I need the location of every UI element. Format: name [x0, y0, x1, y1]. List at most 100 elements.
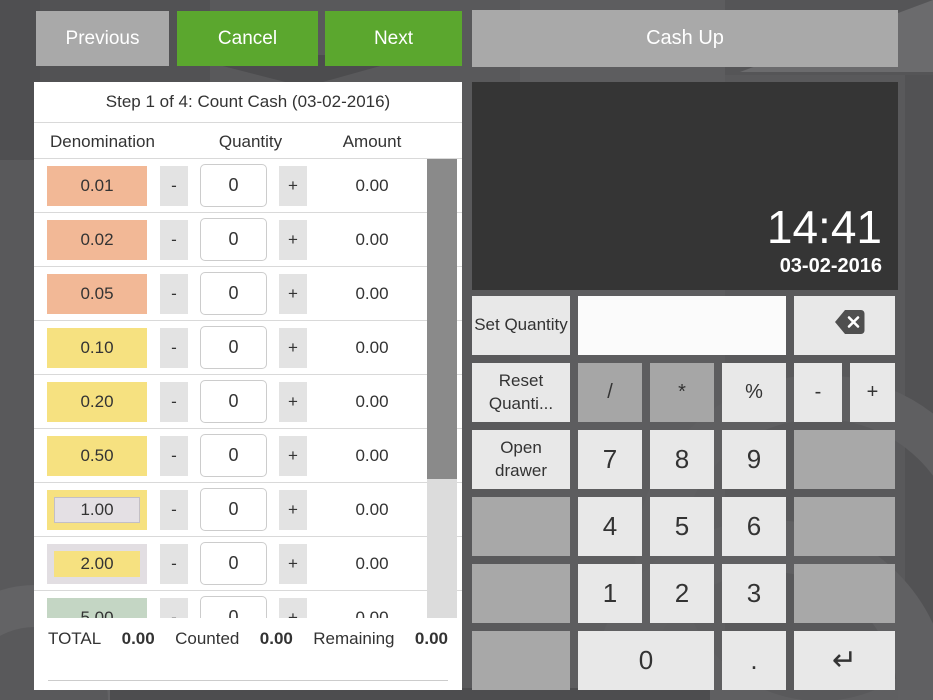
table-row: 0.50 - 0 + 0.00 — [34, 429, 462, 483]
page-title: Cash Up — [472, 10, 898, 67]
reset-quantity-button[interactable]: Reset Quanti... — [472, 363, 570, 422]
table-row: 2.00 - 0 + 0.00 — [34, 537, 462, 591]
table-row: 0.05 - 0 + 0.00 — [34, 267, 462, 321]
key-4[interactable]: 4 — [578, 497, 642, 556]
decrement-button[interactable]: - — [160, 382, 188, 422]
table-row: 0.02 - 0 + 0.00 — [34, 213, 462, 267]
amount-value: 0.00 — [355, 499, 389, 519]
denomination-chip: 0.01 — [47, 166, 147, 206]
decrement-button[interactable]: - — [160, 598, 188, 618]
denomination-column-header: Denomination — [50, 132, 155, 151]
key-2[interactable]: 2 — [650, 564, 714, 623]
scrollbar-track[interactable] — [427, 159, 457, 618]
backspace-icon — [822, 305, 868, 346]
quantity-input[interactable]: 0 — [200, 380, 267, 423]
increment-button[interactable]: + — [279, 544, 307, 584]
increment-button[interactable]: + — [279, 274, 307, 314]
quantity-input[interactable]: 0 — [200, 542, 267, 585]
amount-value: 0.00 — [355, 391, 389, 411]
key-6[interactable]: 6 — [722, 497, 786, 556]
decrement-button[interactable]: - — [160, 328, 188, 368]
key-minus[interactable]: - — [794, 363, 842, 422]
key-9[interactable]: 9 — [722, 430, 786, 489]
key-multiply[interactable]: * — [650, 363, 714, 422]
quantity-input[interactable]: 0 — [200, 326, 267, 369]
scrollbar-thumb[interactable] — [427, 159, 457, 479]
denomination-chip: 0.20 — [47, 382, 147, 422]
decrement-button[interactable]: - — [160, 274, 188, 314]
keypad-blank-button — [472, 631, 570, 690]
decrement-button[interactable]: - — [160, 166, 188, 206]
increment-button[interactable]: + — [279, 382, 307, 422]
set-quantity-button[interactable]: Set Quantity — [472, 296, 570, 355]
denomination-chip: 0.02 — [47, 220, 147, 260]
key-1[interactable]: 1 — [578, 564, 642, 623]
key-8[interactable]: 8 — [650, 430, 714, 489]
enter-button[interactable]: ↵ — [794, 631, 895, 690]
decrement-button[interactable]: - — [160, 544, 188, 584]
amount-value: 0.00 — [355, 607, 389, 619]
count-cash-panel: Step 1 of 4: Count Cash (03-02-2016) Den… — [34, 82, 462, 690]
table-row: 5.00 - 0 + 0.00 — [34, 591, 462, 618]
amount-value: 0.00 — [355, 553, 389, 573]
quantity-input[interactable]: 0 — [200, 434, 267, 477]
denomination-chip: 0.10 — [47, 328, 147, 368]
clock-display: 14:41 03-02-2016 — [472, 82, 898, 290]
decrement-button[interactable]: - — [160, 436, 188, 476]
counted-label: Counted — [175, 629, 240, 648]
open-drawer-button[interactable]: Open drawer — [472, 430, 570, 489]
key-decimal[interactable]: . — [722, 631, 786, 690]
keypad-blank-button — [794, 430, 895, 489]
table-row: 0.01 - 0 + 0.00 — [34, 159, 462, 213]
quantity-input[interactable]: 0 — [200, 596, 267, 618]
totals-row: TOTAL 0.00 Counted 0.00 Remaining 0.00 — [34, 618, 462, 660]
keypad-blank-button — [794, 497, 895, 556]
key-5[interactable]: 5 — [650, 497, 714, 556]
total-label: TOTAL — [48, 629, 102, 648]
increment-button[interactable]: + — [279, 598, 307, 618]
table-row: 0.20 - 0 + 0.00 — [34, 375, 462, 429]
previous-button[interactable]: Previous — [36, 11, 169, 66]
cancel-button[interactable]: Cancel — [177, 11, 318, 66]
increment-button[interactable]: + — [279, 328, 307, 368]
quantity-input[interactable]: 0 — [200, 218, 267, 261]
total-value: 0.00 — [121, 629, 155, 648]
quantity-column-header: Quantity — [218, 132, 283, 151]
keypad: Set Quantity Reset Quanti... / * % - + O… — [472, 296, 895, 690]
key-3[interactable]: 3 — [722, 564, 786, 623]
table-header: Denomination Quantity Amount — [34, 123, 462, 159]
amount-column-header: Amount — [342, 132, 402, 151]
step-title: Step 1 of 4: Count Cash (03-02-2016) — [34, 82, 462, 123]
key-percent[interactable]: % — [722, 363, 786, 422]
amount-value: 0.00 — [355, 283, 389, 303]
table-row: 0.10 - 0 + 0.00 — [34, 321, 462, 375]
increment-button[interactable]: + — [279, 490, 307, 530]
next-button[interactable]: Next — [325, 11, 462, 66]
amount-value: 0.00 — [355, 445, 389, 465]
quantity-input[interactable]: 0 — [200, 164, 267, 207]
remaining-label: Remaining — [313, 629, 395, 648]
key-7[interactable]: 7 — [578, 430, 642, 489]
backspace-button[interactable] — [794, 296, 895, 355]
increment-button[interactable]: + — [279, 220, 307, 260]
table-row: 1.00 - 0 + 0.00 — [34, 483, 462, 537]
quantity-input[interactable]: 0 — [200, 488, 267, 531]
decrement-button[interactable]: - — [160, 220, 188, 260]
quantity-input[interactable]: 0 — [200, 272, 267, 315]
counted-value: 0.00 — [259, 629, 293, 648]
decrement-button[interactable]: - — [160, 490, 188, 530]
key-0[interactable]: 0 — [578, 631, 714, 690]
key-divide[interactable]: / — [578, 363, 642, 422]
increment-button[interactable]: + — [279, 436, 307, 476]
increment-button[interactable]: + — [279, 166, 307, 206]
keypad-blank-button — [794, 564, 895, 623]
date-text: 03-02-2016 — [779, 255, 882, 277]
remaining-value: 0.00 — [414, 629, 448, 648]
key-plus[interactable]: + — [850, 363, 895, 422]
keypad-input[interactable] — [578, 296, 786, 355]
denomination-chip: 5.00 — [47, 598, 147, 618]
card-bottom-divider — [48, 680, 448, 681]
enter-icon: ↵ — [831, 644, 858, 677]
amount-value: 0.00 — [355, 229, 389, 249]
